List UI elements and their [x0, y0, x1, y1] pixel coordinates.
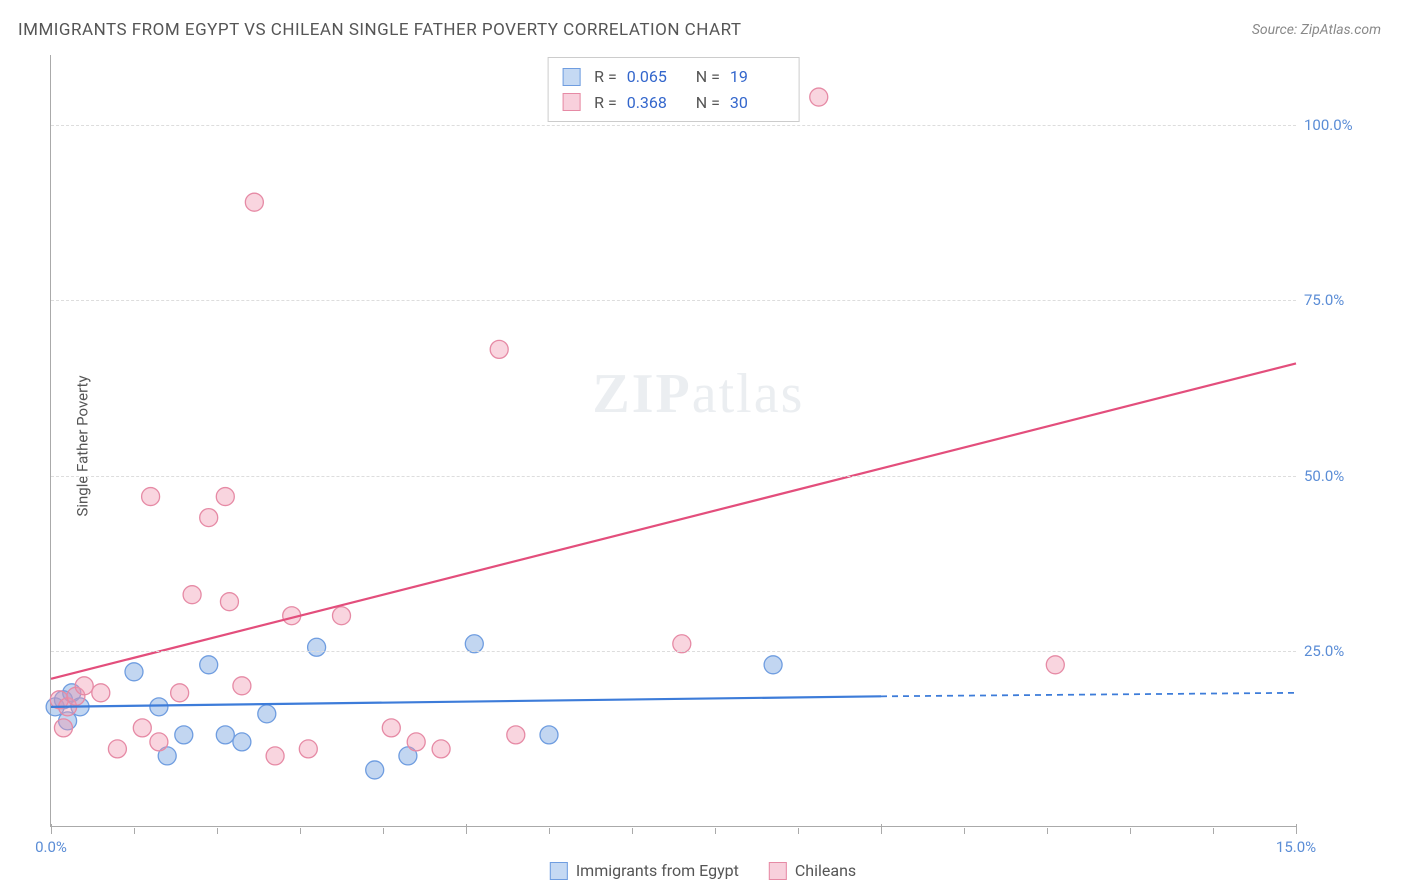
- data-point: [432, 740, 450, 758]
- data-point: [142, 488, 160, 506]
- x-tick: [881, 824, 882, 834]
- x-tick: [383, 828, 384, 834]
- source-attribution: Source: ZipAtlas.com: [1252, 22, 1381, 38]
- data-point: [299, 740, 317, 758]
- legend-row-0: R = 0.065 N = 19: [562, 64, 785, 90]
- legend-bottom: Immigrants from Egypt Chileans: [550, 861, 856, 880]
- chart-title: IMMIGRANTS FROM EGYPT VS CHILEAN SINGLE …: [18, 20, 742, 40]
- x-tick-label: 0.0%: [35, 838, 67, 856]
- data-point: [266, 747, 284, 765]
- data-point: [233, 733, 251, 751]
- data-point: [1046, 656, 1064, 674]
- plot-svg: [51, 55, 1296, 826]
- data-point: [216, 488, 234, 506]
- data-point: [216, 726, 234, 744]
- data-point: [183, 586, 201, 604]
- data-point: [308, 638, 326, 656]
- legend-label-egypt: Immigrants from Egypt: [576, 861, 739, 880]
- x-tick-label: 15.0%: [1276, 838, 1316, 856]
- x-tick: [1047, 828, 1048, 834]
- y-tick-label: 25.0%: [1304, 642, 1374, 660]
- data-point: [245, 193, 263, 211]
- data-point: [258, 705, 276, 723]
- x-tick: [134, 828, 135, 834]
- r-label: R =: [594, 90, 617, 116]
- x-tick: [466, 824, 467, 834]
- n-value-chile: 30: [730, 90, 785, 116]
- x-tick: [1296, 824, 1297, 834]
- r-label: R =: [594, 64, 617, 90]
- plot-area: ZIPatlas R = 0.065 N = 19 R = 0.368 N = …: [50, 55, 1296, 827]
- trend-line: [51, 363, 1296, 678]
- trend-line-extrapolated: [881, 693, 1296, 697]
- data-point: [764, 656, 782, 674]
- data-point: [220, 593, 238, 611]
- data-point: [490, 340, 508, 358]
- x-tick: [51, 824, 52, 834]
- legend-label-chile: Chileans: [795, 861, 856, 880]
- x-tick: [1213, 828, 1214, 834]
- n-value-egypt: 19: [730, 64, 785, 90]
- legend-swatch-chile-b: [769, 862, 787, 880]
- y-tick-label: 50.0%: [1304, 467, 1374, 485]
- x-tick: [1130, 828, 1131, 834]
- x-tick: [798, 828, 799, 834]
- data-point: [133, 719, 151, 737]
- data-point: [108, 740, 126, 758]
- r-value-egypt: 0.065: [627, 64, 682, 90]
- data-point: [171, 684, 189, 702]
- legend-row-1: R = 0.368 N = 30: [562, 90, 785, 116]
- chart-container: IMMIGRANTS FROM EGYPT VS CHILEAN SINGLE …: [0, 0, 1406, 892]
- legend-item-chile: Chileans: [769, 861, 856, 880]
- data-point: [540, 726, 558, 744]
- gridline: [51, 651, 1296, 652]
- x-tick: [632, 828, 633, 834]
- legend-swatch-egypt-b: [550, 862, 568, 880]
- data-point: [200, 509, 218, 527]
- data-point: [407, 733, 425, 751]
- y-tick-label: 100.0%: [1304, 116, 1374, 134]
- data-point: [175, 726, 193, 744]
- x-tick: [715, 828, 716, 834]
- r-value-chile: 0.368: [627, 90, 682, 116]
- x-tick: [964, 828, 965, 834]
- gridline: [51, 125, 1296, 126]
- data-point: [92, 684, 110, 702]
- data-point: [75, 677, 93, 695]
- data-point: [333, 607, 351, 625]
- data-point: [54, 719, 72, 737]
- legend-swatch-chile: [562, 93, 580, 111]
- x-tick: [549, 828, 550, 834]
- data-point: [125, 663, 143, 681]
- gridline: [51, 300, 1296, 301]
- data-point: [200, 656, 218, 674]
- n-label: N =: [696, 90, 720, 116]
- data-point: [366, 761, 384, 779]
- y-tick-label: 75.0%: [1304, 291, 1374, 309]
- data-point: [233, 677, 251, 695]
- n-label: N =: [696, 64, 720, 90]
- data-point: [382, 719, 400, 737]
- gridline: [51, 476, 1296, 477]
- data-point: [507, 726, 525, 744]
- legend-stats: R = 0.065 N = 19 R = 0.368 N = 30: [547, 57, 800, 122]
- data-point: [150, 698, 168, 716]
- data-point: [150, 733, 168, 751]
- legend-swatch-egypt: [562, 68, 580, 86]
- data-point: [810, 88, 828, 106]
- legend-item-egypt: Immigrants from Egypt: [550, 861, 739, 880]
- x-tick: [217, 828, 218, 834]
- x-tick: [300, 828, 301, 834]
